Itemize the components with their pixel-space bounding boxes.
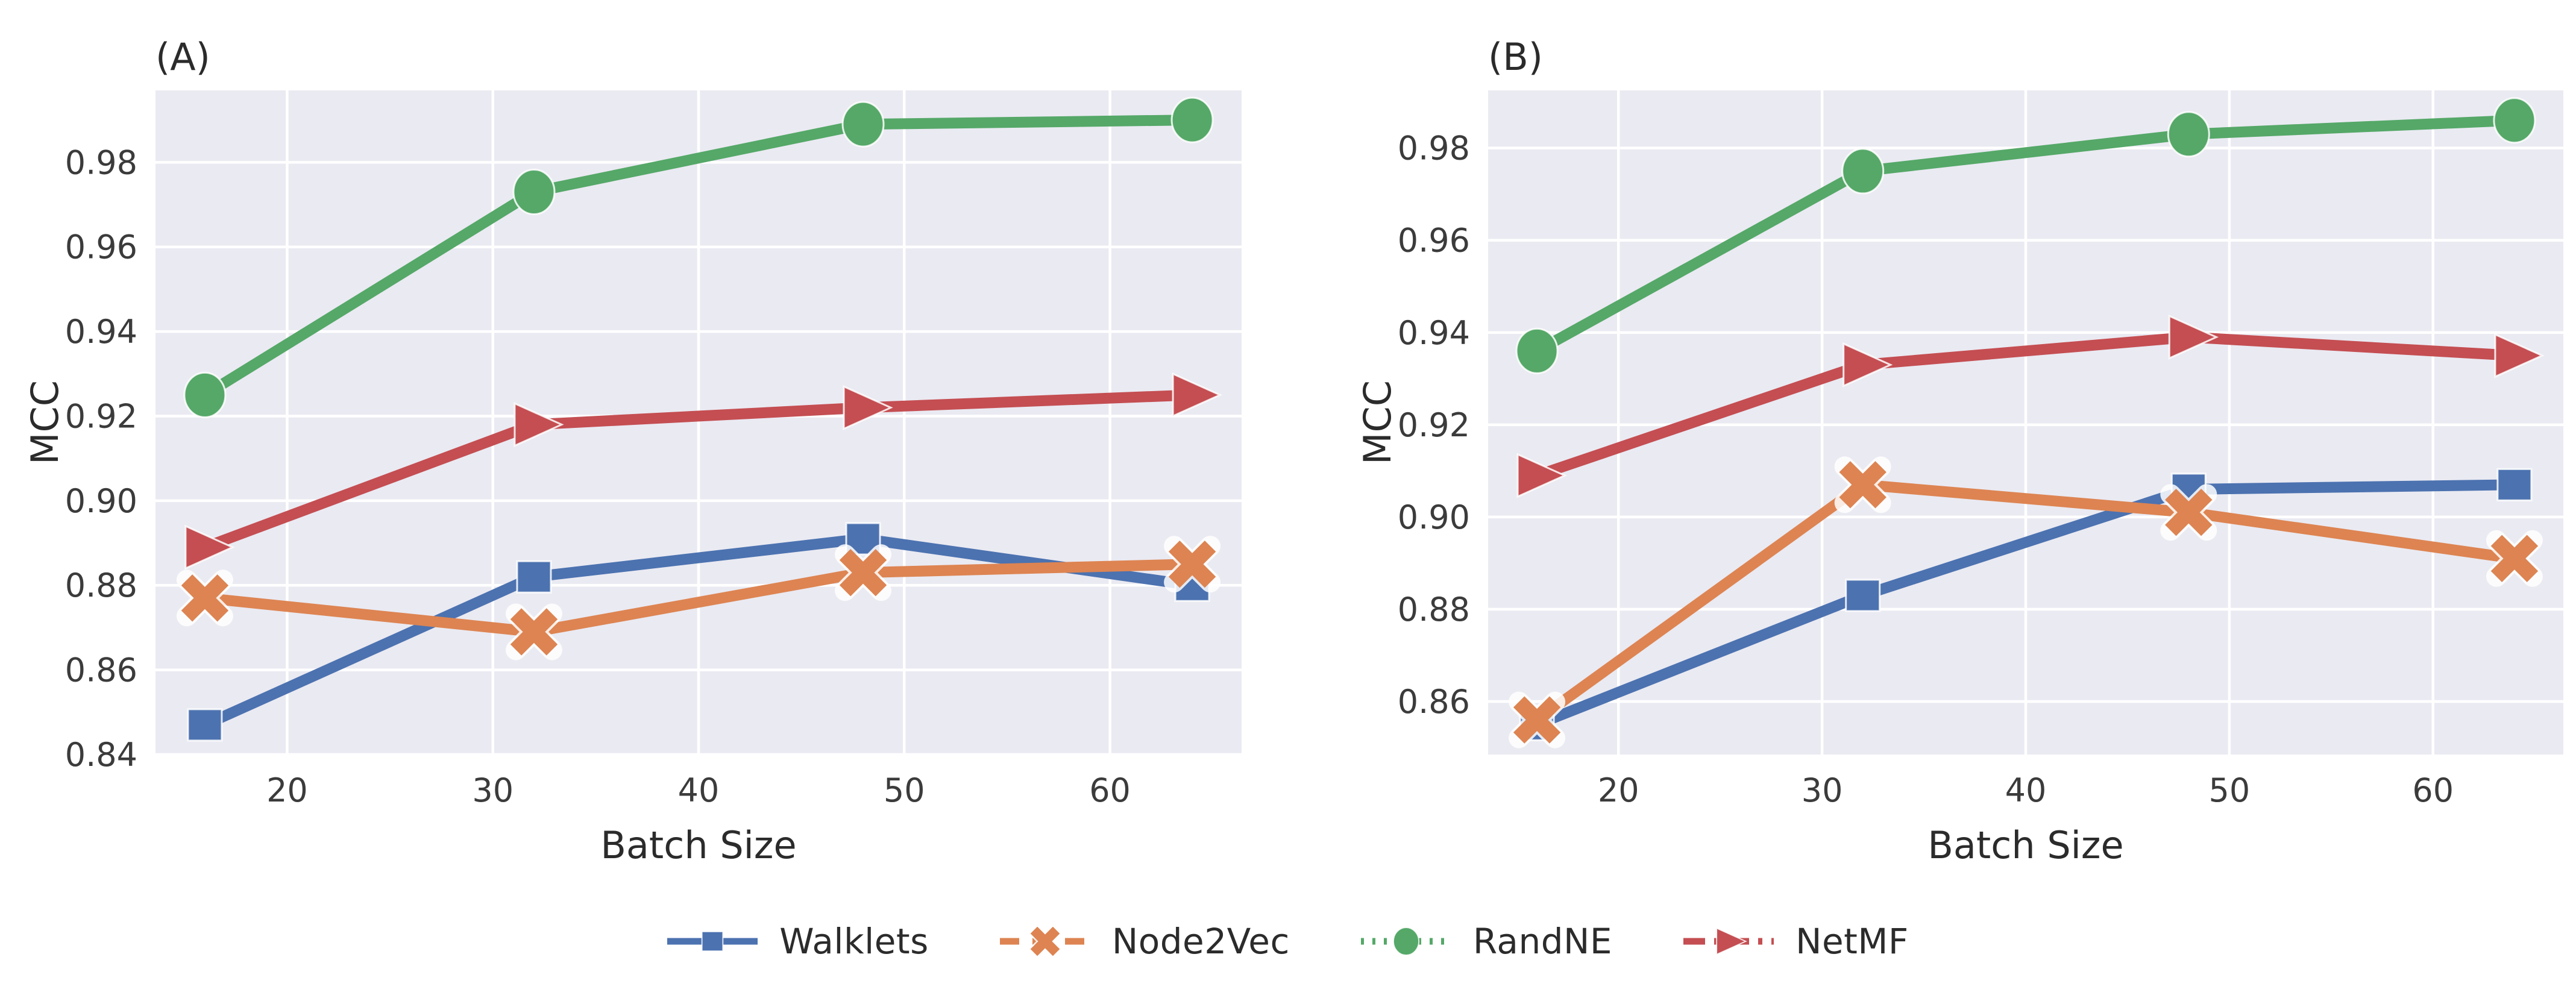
y-tick-label: 0.94 (1398, 314, 1470, 352)
y-axis-label: MCC (1356, 380, 1400, 465)
series-marker (2167, 111, 2210, 158)
x-axis-label: Batch Size (600, 823, 796, 863)
randne-line-icon (1360, 927, 1451, 956)
series-marker (1842, 342, 1893, 387)
walklets-line-icon (667, 930, 758, 952)
series-marker (1716, 927, 1747, 956)
y-tick-label: 0.86 (65, 651, 137, 689)
series-marker (839, 548, 887, 597)
series-line (199, 389, 1198, 553)
y-tick-label: 0.86 (1398, 683, 1470, 721)
x-tick-label: 30 (1802, 771, 1843, 809)
legend-item-walklets: Walklets (667, 921, 929, 962)
subplot-a-canvas: 20 30 40 50 60 0.84 0.86 0.88 0.90 0.92 0.94 0.96 0.… (23, 35, 1242, 863)
y-tick-label: 0.90 (1398, 498, 1470, 536)
series-marker (1515, 327, 1559, 374)
series-marker (1168, 540, 1216, 588)
y-tick-label: 0.96 (1398, 222, 1470, 260)
y-tick-label: 0.88 (65, 566, 137, 604)
series-marker (1516, 453, 1567, 498)
series-marker (701, 930, 724, 952)
y-tick-label: 0.98 (1398, 130, 1470, 168)
x-tick-label: 50 (884, 771, 925, 809)
figure-legend: Walklets Node2Vec RandNE NetMF (0, 921, 2576, 962)
x-tick-label: 30 (472, 771, 514, 809)
netmf-line-icon (1683, 927, 1774, 956)
panel-label: (A) (156, 35, 210, 79)
series-marker (1030, 927, 1060, 956)
series-marker (2496, 468, 2533, 501)
series-marker (1172, 372, 1222, 418)
series-marker (514, 402, 564, 447)
series-line (1531, 115, 2520, 357)
series-marker (510, 608, 558, 656)
x-tick-label: 60 (2412, 771, 2454, 809)
series-line (199, 115, 1198, 401)
series-marker (2165, 489, 2213, 536)
legend-label-randne: RandNE (1472, 921, 1613, 962)
series-marker (2168, 315, 2219, 360)
series-line (1531, 331, 2520, 482)
series-netmf (184, 372, 1222, 570)
x-tick-label: 20 (266, 771, 308, 809)
series-node2vec (1509, 456, 2543, 748)
series-marker (183, 371, 227, 418)
legend-label-netmf: NetMF (1795, 921, 1909, 962)
y-tick-label: 0.92 (1398, 406, 1470, 444)
y-tick-label: 0.88 (1398, 591, 1470, 629)
series-marker (1392, 927, 1419, 956)
y-tick-label: 0.84 (65, 736, 137, 774)
y-tick-label: 0.90 (65, 482, 137, 520)
series-marker (2493, 97, 2536, 144)
series-marker (843, 385, 893, 430)
series-marker (1839, 461, 1886, 509)
legend-label-node2vec: Node2Vec (1111, 921, 1290, 962)
series-marker (516, 560, 552, 594)
series-marker (2494, 333, 2545, 378)
series-node2vec (176, 536, 1221, 660)
y-tick-label: 0.96 (65, 228, 137, 266)
x-tick-label: 40 (678, 771, 720, 809)
series-randne (1515, 97, 2536, 374)
series-marker (1513, 696, 1561, 744)
y-tick-label: 0.94 (65, 313, 137, 351)
legend-item-node2vec: Node2Vec (999, 921, 1290, 962)
series-marker (512, 168, 556, 215)
x-tick-label: 40 (2005, 771, 2047, 809)
y-tick-label: 0.98 (65, 143, 137, 181)
series-line (1531, 479, 2520, 730)
series-marker (1841, 148, 1885, 195)
panel-label: (B) (1488, 35, 1543, 79)
series-netmf (1516, 315, 2545, 498)
subplot-b-canvas: 20 30 40 50 60 0.86 0.88 0.90 0.92 0.94 0.96 0.98 Ba… (1356, 35, 2563, 863)
series-marker (1170, 96, 1214, 143)
series-marker (2490, 535, 2539, 582)
y-axis-label: MCC (23, 380, 67, 465)
legend-item-netmf: NetMF (1683, 921, 1909, 962)
series-marker (184, 524, 235, 570)
series-marker (841, 101, 885, 148)
series-marker (181, 574, 229, 622)
series-line (1531, 479, 2520, 726)
y-tick-label: 0.92 (65, 397, 137, 435)
legend-label-walklets: Walklets (779, 921, 929, 962)
node2vec-line-icon (999, 927, 1090, 956)
x-tick-label: 50 (2209, 771, 2251, 809)
series-marker (187, 708, 223, 742)
series-line (199, 533, 1198, 730)
series-marker (1845, 579, 1881, 612)
x-tick-label: 20 (1598, 771, 1639, 809)
series-randne (183, 96, 1214, 418)
x-axis-label: Batch Size (1927, 823, 2123, 863)
legend-item-randne: RandNE (1360, 921, 1613, 962)
series-line (199, 559, 1198, 638)
x-tick-label: 60 (1089, 771, 1131, 809)
